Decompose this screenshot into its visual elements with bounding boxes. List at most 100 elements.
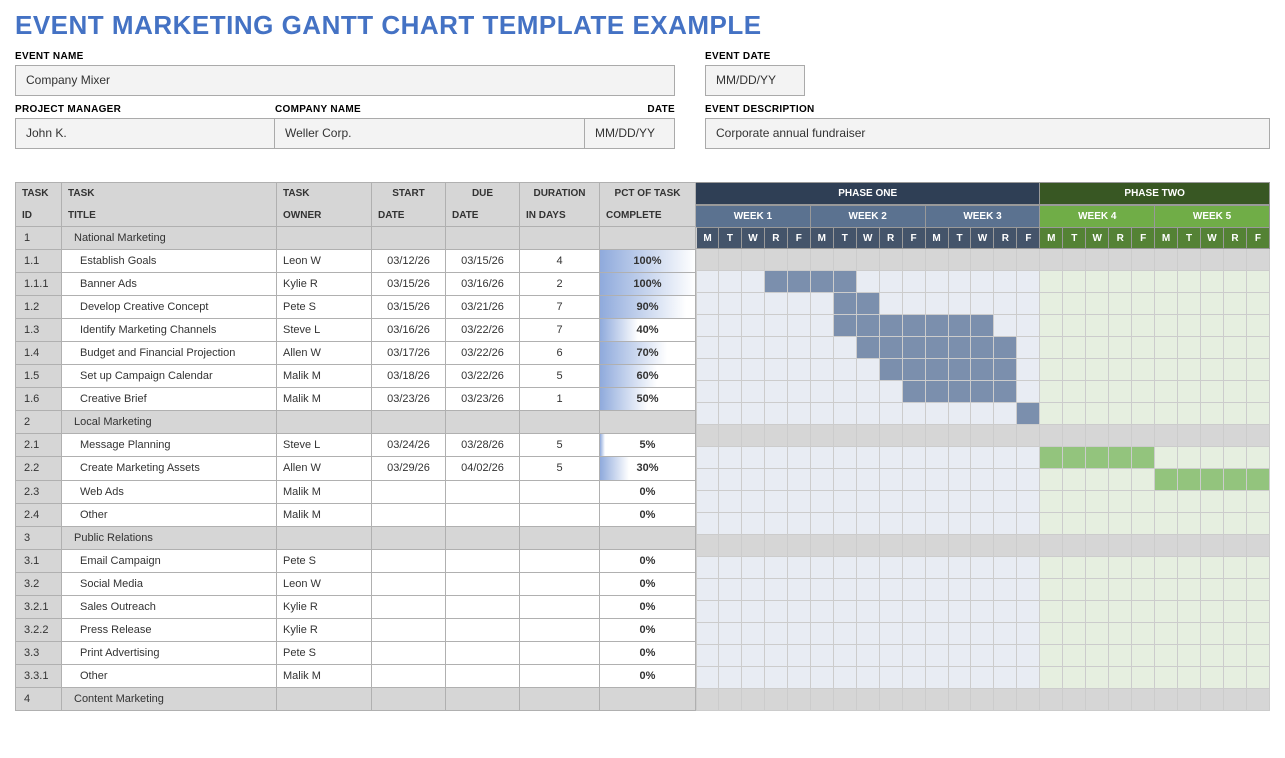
calendar-cell[interactable]	[765, 491, 788, 513]
calendar-cell[interactable]	[926, 513, 949, 535]
cell-owner[interactable]: Steve L	[277, 434, 372, 457]
cell-id[interactable]: 1.6	[16, 388, 62, 411]
calendar-cell[interactable]	[1201, 689, 1224, 711]
calendar-cell[interactable]	[1040, 667, 1063, 689]
calendar-cell[interactable]	[857, 337, 880, 359]
calendar-cell[interactable]	[1040, 271, 1063, 293]
calendar-cell[interactable]	[857, 601, 880, 623]
calendar-cell[interactable]	[926, 667, 949, 689]
calendar-cell[interactable]	[857, 579, 880, 601]
calendar-cell[interactable]	[765, 337, 788, 359]
calendar-cell[interactable]	[994, 403, 1017, 425]
cell-pct[interactable]	[600, 227, 696, 250]
calendar-cell[interactable]	[1224, 293, 1247, 315]
calendar-cell[interactable]	[949, 645, 972, 667]
calendar-cell[interactable]	[696, 535, 719, 557]
calendar-cell[interactable]	[1063, 293, 1086, 315]
calendar-cell[interactable]	[742, 381, 765, 403]
calendar-cell[interactable]	[811, 359, 834, 381]
calendar-cell[interactable]	[1109, 513, 1132, 535]
calendar-cell[interactable]	[1063, 381, 1086, 403]
calendar-cell[interactable]	[1086, 271, 1109, 293]
calendar-cell[interactable]	[811, 249, 834, 271]
calendar-cell[interactable]	[1017, 491, 1040, 513]
calendar-cell[interactable]	[742, 491, 765, 513]
calendar-cell[interactable]	[1155, 359, 1178, 381]
cell-owner[interactable]	[277, 526, 372, 549]
calendar-cell[interactable]	[903, 359, 926, 381]
cell-owner[interactable]: Malik M	[277, 365, 372, 388]
calendar-cell[interactable]	[1040, 601, 1063, 623]
cell-start[interactable]	[372, 595, 446, 618]
calendar-cell[interactable]	[926, 645, 949, 667]
calendar-cell[interactable]	[696, 425, 719, 447]
cell-start[interactable]	[372, 687, 446, 710]
calendar-cell[interactable]	[994, 491, 1017, 513]
calendar-cell[interactable]	[880, 447, 903, 469]
cell-id[interactable]: 1.1	[16, 250, 62, 273]
calendar-cell[interactable]	[857, 667, 880, 689]
calendar-cell[interactable]	[1086, 667, 1109, 689]
calendar-cell[interactable]	[1247, 425, 1270, 447]
calendar-cell[interactable]	[834, 359, 857, 381]
calendar-cell[interactable]	[994, 425, 1017, 447]
calendar-cell[interactable]	[880, 337, 903, 359]
cell-due[interactable]: 03/22/26	[446, 319, 520, 342]
calendar-cell[interactable]	[1224, 579, 1247, 601]
calendar-cell[interactable]	[834, 249, 857, 271]
calendar-cell[interactable]	[971, 667, 994, 689]
calendar-cell[interactable]	[811, 381, 834, 403]
calendar-cell[interactable]	[1247, 249, 1270, 271]
calendar-cell[interactable]	[1017, 667, 1040, 689]
cell-title[interactable]: National Marketing	[62, 227, 277, 250]
calendar-cell[interactable]	[765, 579, 788, 601]
calendar-cell[interactable]	[1132, 469, 1155, 491]
calendar-cell[interactable]	[742, 689, 765, 711]
cell-dur[interactable]: 7	[520, 296, 600, 319]
calendar-cell[interactable]	[971, 469, 994, 491]
calendar-cell[interactable]	[1155, 645, 1178, 667]
calendar-cell[interactable]	[903, 491, 926, 513]
calendar-cell[interactable]	[834, 667, 857, 689]
calendar-cell[interactable]	[742, 601, 765, 623]
cell-owner[interactable]: Steve L	[277, 319, 372, 342]
calendar-cell[interactable]	[1017, 271, 1040, 293]
cell-pct[interactable]: 0%	[600, 664, 696, 687]
task-row[interactable]: 1.4Budget and Financial ProjectionAllen …	[16, 342, 696, 365]
cell-due[interactable]: 03/22/26	[446, 342, 520, 365]
cell-pct[interactable]: 0%	[600, 595, 696, 618]
calendar-cell[interactable]	[994, 623, 1017, 645]
calendar-cell[interactable]	[1109, 623, 1132, 645]
task-row[interactable]: 2.4OtherMalik M0%	[16, 503, 696, 526]
calendar-cell[interactable]	[1132, 447, 1155, 469]
calendar-cell[interactable]	[949, 425, 972, 447]
cell-due[interactable]	[446, 549, 520, 572]
calendar-cell[interactable]	[1086, 513, 1109, 535]
calendar-cell[interactable]	[1247, 293, 1270, 315]
calendar-cell[interactable]	[1086, 381, 1109, 403]
calendar-cell[interactable]	[971, 491, 994, 513]
cell-dur[interactable]	[520, 411, 600, 434]
calendar-cell[interactable]	[1178, 381, 1201, 403]
cell-id[interactable]: 1.3	[16, 319, 62, 342]
calendar-cell[interactable]	[1040, 469, 1063, 491]
calendar-cell[interactable]	[903, 513, 926, 535]
cell-pct[interactable]: 60%	[600, 365, 696, 388]
calendar-cell[interactable]	[742, 535, 765, 557]
calendar-cell[interactable]	[994, 667, 1017, 689]
calendar-cell[interactable]	[719, 623, 742, 645]
calendar-cell[interactable]	[926, 271, 949, 293]
calendar-cell[interactable]	[765, 315, 788, 337]
calendar-cell[interactable]	[1109, 425, 1132, 447]
calendar-cell[interactable]	[1178, 293, 1201, 315]
calendar-cell[interactable]	[1132, 249, 1155, 271]
calendar-cell[interactable]	[1063, 425, 1086, 447]
calendar-cell[interactable]	[1063, 491, 1086, 513]
section-row[interactable]: 1National Marketing	[16, 227, 696, 250]
calendar-cell[interactable]	[1017, 447, 1040, 469]
calendar-cell[interactable]	[834, 601, 857, 623]
calendar-cell[interactable]	[1017, 337, 1040, 359]
calendar-cell[interactable]	[1247, 271, 1270, 293]
calendar-cell[interactable]	[1017, 403, 1040, 425]
calendar-cell[interactable]	[1040, 579, 1063, 601]
